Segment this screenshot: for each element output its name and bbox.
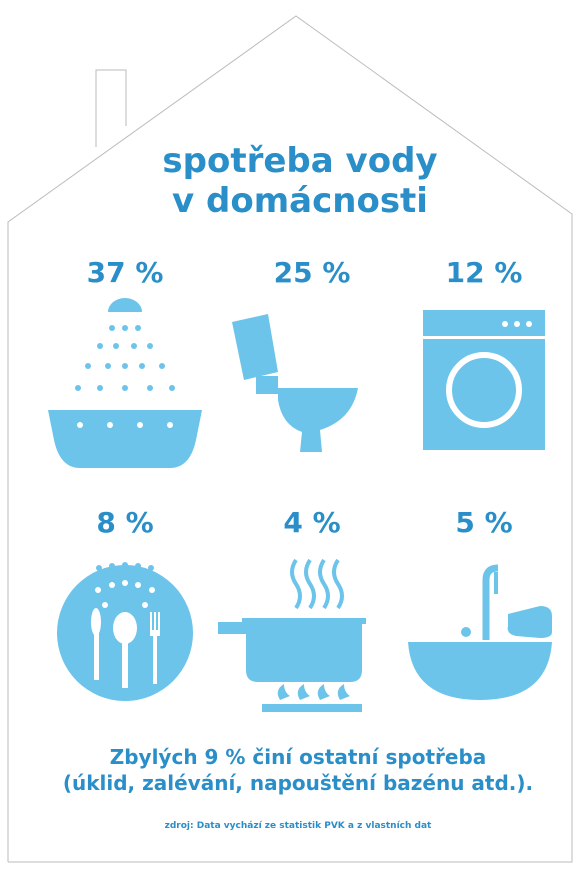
toilet-icon <box>232 314 358 452</box>
basin-drops <box>77 422 173 428</box>
footer-line: (úklid, zalévání, napouštění bazénu atd.… <box>63 771 533 795</box>
source: zdroj: Data vychází ze statistik PVK a z… <box>165 821 432 831</box>
title-line: v domácnosti <box>172 181 428 221</box>
footer-line: Zbylých 9 % činí ostatní spotřeba <box>110 745 487 769</box>
percent-label: 5 % <box>455 506 512 539</box>
house-outline <box>7 15 573 863</box>
pot-icon <box>218 558 366 712</box>
sink-icon <box>408 564 552 700</box>
title-line: spotřeba vody <box>162 141 437 181</box>
washing-machine-icon <box>423 310 545 450</box>
percent-label: 4 % <box>283 506 340 539</box>
dishes-icon <box>57 562 193 701</box>
shower-icon <box>48 298 202 468</box>
percent-label: 37 % <box>87 256 164 289</box>
percent-label: 8 % <box>96 506 153 539</box>
percent-label: 12 % <box>446 256 523 289</box>
percent-label: 25 % <box>274 256 351 289</box>
